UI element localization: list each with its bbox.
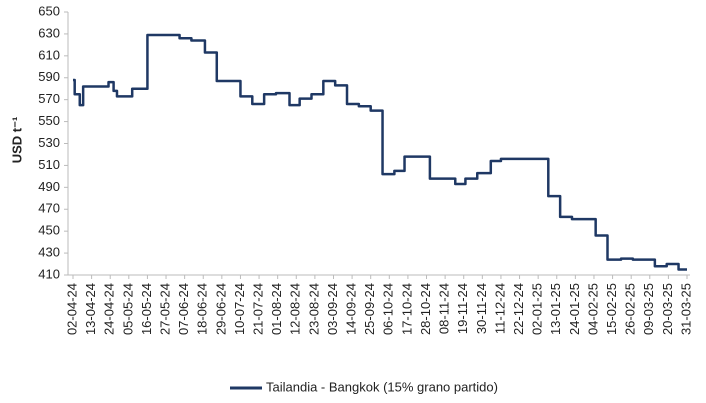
- x-tick-label: 27-05-24: [157, 283, 172, 335]
- x-tick-label: 10-07-24: [232, 283, 247, 335]
- x-tick-label: 20-03-25: [660, 283, 675, 335]
- x-tick-label: 22-12-24: [511, 283, 526, 335]
- x-tick-label: 02-04-24: [64, 283, 79, 335]
- y-tick-label: 590: [38, 69, 60, 84]
- x-tick-label: 08-11-24: [437, 283, 452, 334]
- x-tick-label: 12-08-24: [288, 283, 303, 335]
- y-tick-label: 530: [38, 135, 60, 150]
- legend-label: Tailandia - Bangkok (15% grano partido): [266, 379, 498, 394]
- x-tick-label: 05-05-24: [120, 283, 135, 335]
- y-tick-label: 550: [38, 113, 60, 128]
- x-tick-label: 18-06-24: [195, 283, 210, 335]
- x-tick-label: 28-10-24: [418, 283, 433, 335]
- x-tick-label: 09-03-25: [641, 283, 656, 335]
- y-axis-label: USD t⁻¹: [9, 117, 24, 164]
- x-tick-label: 16-05-24: [139, 283, 154, 335]
- x-tick-label: 03-09-24: [325, 283, 340, 335]
- y-tick-label: 410: [38, 266, 60, 281]
- y-tick-label: 470: [38, 201, 60, 216]
- x-tick-label: 07-06-24: [176, 283, 191, 335]
- x-tick-label: 23-08-24: [306, 283, 321, 335]
- x-tick-label: 11-12-24: [492, 283, 507, 334]
- x-tick-label: 01-08-24: [269, 283, 284, 335]
- data-line: [73, 33, 687, 271]
- x-tick-label: 29-06-24: [213, 283, 228, 335]
- x-tick-label: 13-04-24: [83, 283, 98, 335]
- x-tick-label: 24-01-25: [567, 283, 582, 335]
- x-tick-label: 17-10-24: [399, 283, 414, 335]
- x-tick-label: 25-09-24: [362, 283, 377, 335]
- y-tick-label: 630: [38, 25, 60, 40]
- x-tick-label: 14-09-24: [344, 283, 359, 335]
- x-tick-label: 02-01-25: [530, 283, 545, 335]
- y-tick-label: 610: [38, 47, 60, 62]
- y-tick-label: 430: [38, 245, 60, 260]
- x-tick-label: 26-02-25: [623, 283, 638, 335]
- y-tick-label: 650: [38, 3, 60, 18]
- x-tick-label: 19-11-24: [455, 283, 470, 334]
- x-tick-label: 13-01-25: [548, 283, 563, 335]
- y-tick-label: 570: [38, 91, 60, 106]
- x-tick-label: 04-02-25: [585, 283, 600, 335]
- y-tick-label: 490: [38, 179, 60, 194]
- x-tick-label: 24-04-24: [102, 283, 117, 335]
- x-tick-label: 31-03-25: [678, 283, 693, 335]
- y-tick-label: 510: [38, 157, 60, 172]
- x-tick-label: 21-07-24: [250, 283, 265, 335]
- x-tick-label: 15-02-25: [604, 283, 619, 335]
- y-tick-label: 450: [38, 223, 60, 238]
- x-tick-label: 30-11-24: [474, 283, 489, 334]
- x-tick-label: 06-10-24: [381, 283, 396, 335]
